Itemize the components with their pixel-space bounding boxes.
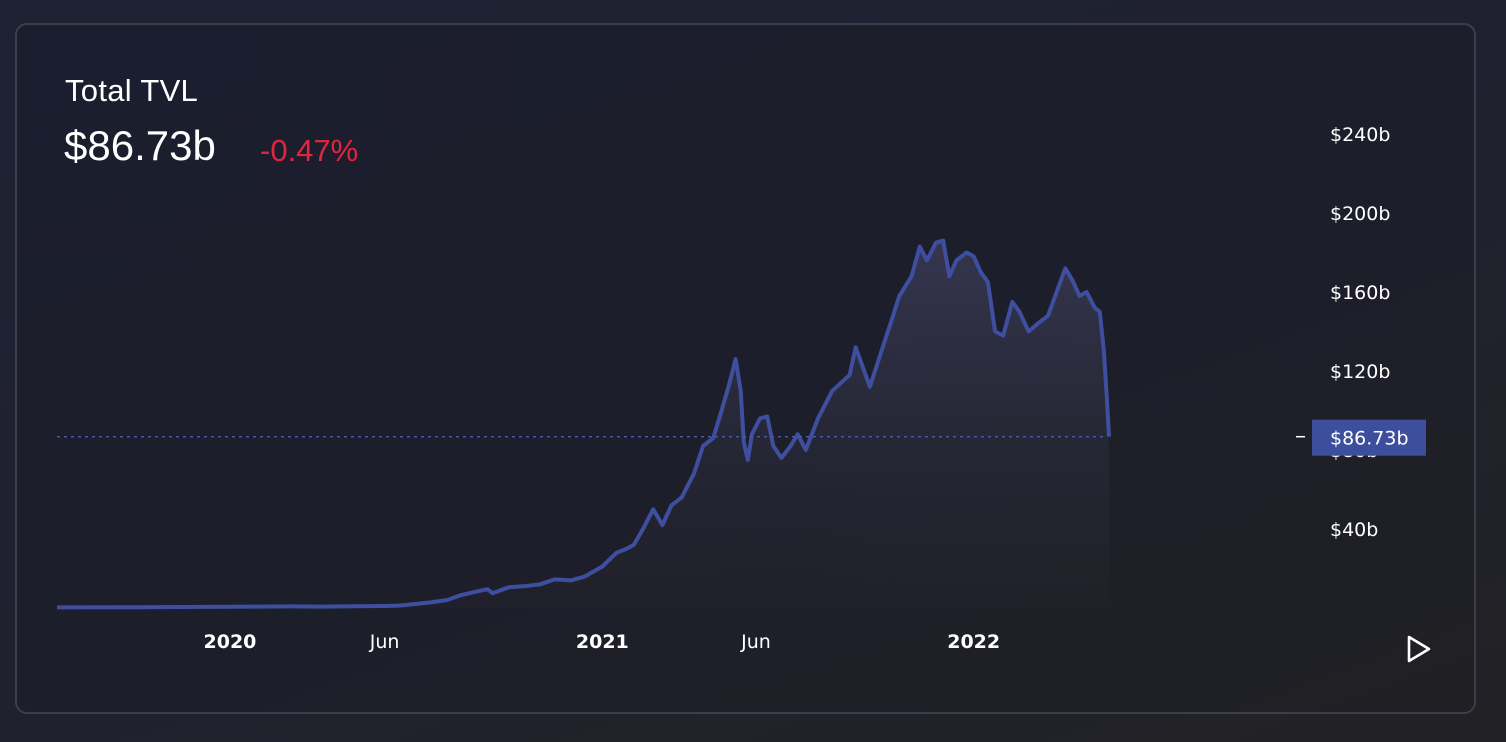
play-icon[interactable] (1405, 633, 1433, 665)
tvl-area-fill (57, 240, 1109, 608)
y-tick-label: $120b (1330, 361, 1390, 383)
x-tick-label: Jun (740, 631, 771, 653)
chart-title: Total TVL (65, 73, 199, 108)
y-tick-label: $40b (1330, 519, 1378, 541)
current-value-label-box (1312, 419, 1426, 456)
x-tick-label: Jun (369, 631, 400, 653)
y-tick-label: $200b (1330, 203, 1390, 225)
x-tick-label: 2020 (204, 631, 257, 653)
y-tick-label: $160b (1330, 282, 1390, 304)
current-value-label: $86.73b (1330, 428, 1409, 450)
current-tvl-value: $86.73b (64, 122, 216, 169)
tvl-series-line (56, 238, 1111, 610)
percent-change: -0.47% (260, 133, 359, 168)
x-tick-label: 2022 (947, 631, 1000, 653)
y-tick-label: $240b (1330, 124, 1390, 146)
x-tick-label: 2021 (576, 631, 629, 653)
